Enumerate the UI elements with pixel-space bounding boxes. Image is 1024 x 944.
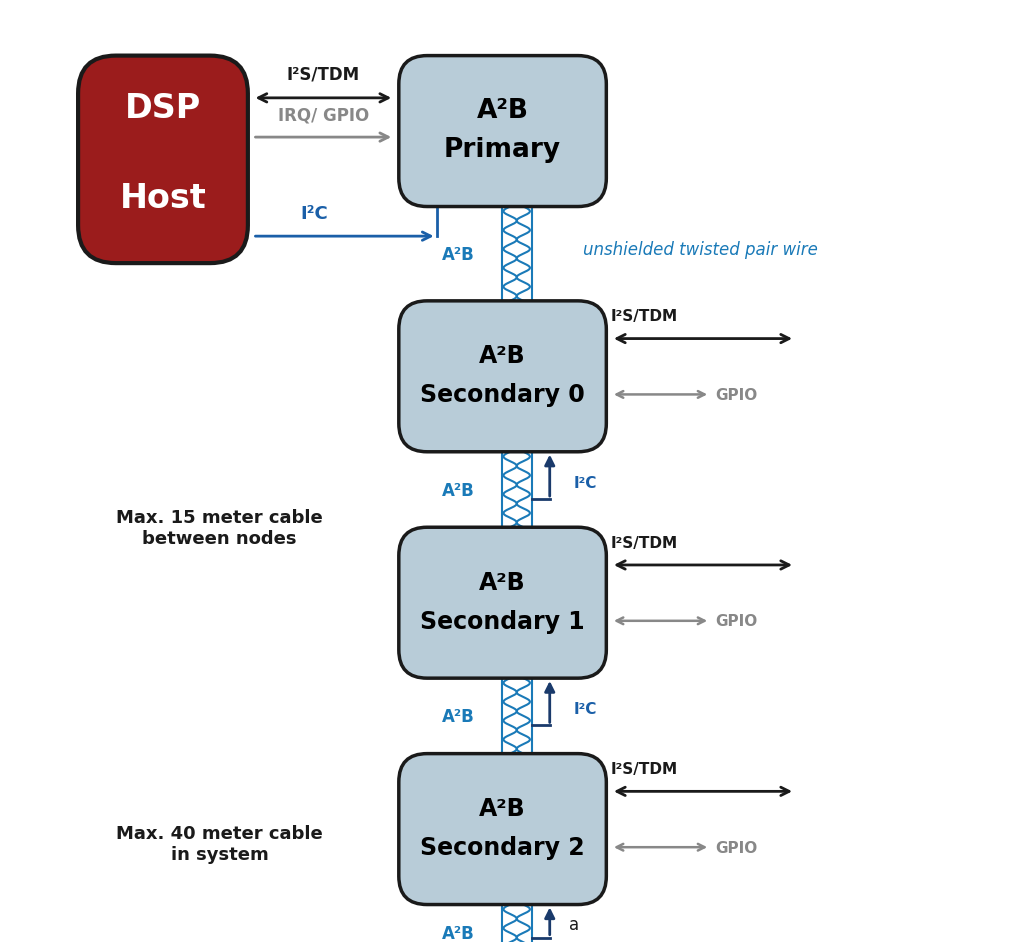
Bar (502, 452, 531, 528)
Text: Secondary 2: Secondary 2 (420, 835, 585, 859)
Text: A²B: A²B (441, 481, 474, 499)
Text: Secondary 0: Secondary 0 (420, 383, 585, 407)
FancyBboxPatch shape (78, 57, 248, 263)
Text: I²S/TDM: I²S/TDM (611, 535, 678, 550)
Text: unshielded twisted pair wire: unshielded twisted pair wire (583, 241, 817, 259)
Text: Max. 40 meter cable
in system: Max. 40 meter cable in system (116, 824, 323, 863)
FancyBboxPatch shape (398, 57, 606, 208)
Text: GPIO: GPIO (715, 614, 757, 629)
FancyBboxPatch shape (398, 754, 606, 904)
Text: a: a (568, 915, 579, 933)
Text: I²C: I²C (573, 701, 597, 716)
Text: A²B: A²B (479, 344, 526, 368)
Bar (502, 679, 531, 754)
Text: A²B: A²B (441, 245, 474, 263)
Text: Host: Host (120, 181, 207, 214)
Text: A²B: A²B (476, 98, 528, 124)
Text: I²S/TDM: I²S/TDM (287, 66, 359, 84)
Text: I²S/TDM: I²S/TDM (611, 762, 678, 776)
Text: A²B: A²B (441, 707, 474, 725)
Text: I²C: I²C (300, 205, 328, 223)
Text: I²C: I²C (573, 475, 597, 490)
Text: A²B: A²B (479, 796, 526, 820)
Text: Max. 15 meter cable
between nodes: Max. 15 meter cable between nodes (116, 508, 323, 548)
FancyBboxPatch shape (398, 301, 606, 452)
FancyBboxPatch shape (398, 528, 606, 679)
Text: A²B: A²B (479, 570, 526, 594)
Text: Primary: Primary (444, 137, 561, 163)
Bar (502, 208, 531, 301)
Text: GPIO: GPIO (715, 840, 757, 854)
Text: I²S/TDM: I²S/TDM (611, 309, 678, 324)
Text: DSP: DSP (125, 92, 201, 125)
Bar (502, 904, 531, 944)
Text: GPIO: GPIO (715, 387, 757, 402)
Text: IRQ/ GPIO: IRQ/ GPIO (278, 107, 369, 125)
Text: Secondary 1: Secondary 1 (420, 609, 585, 633)
Text: A²B: A²B (441, 924, 474, 942)
